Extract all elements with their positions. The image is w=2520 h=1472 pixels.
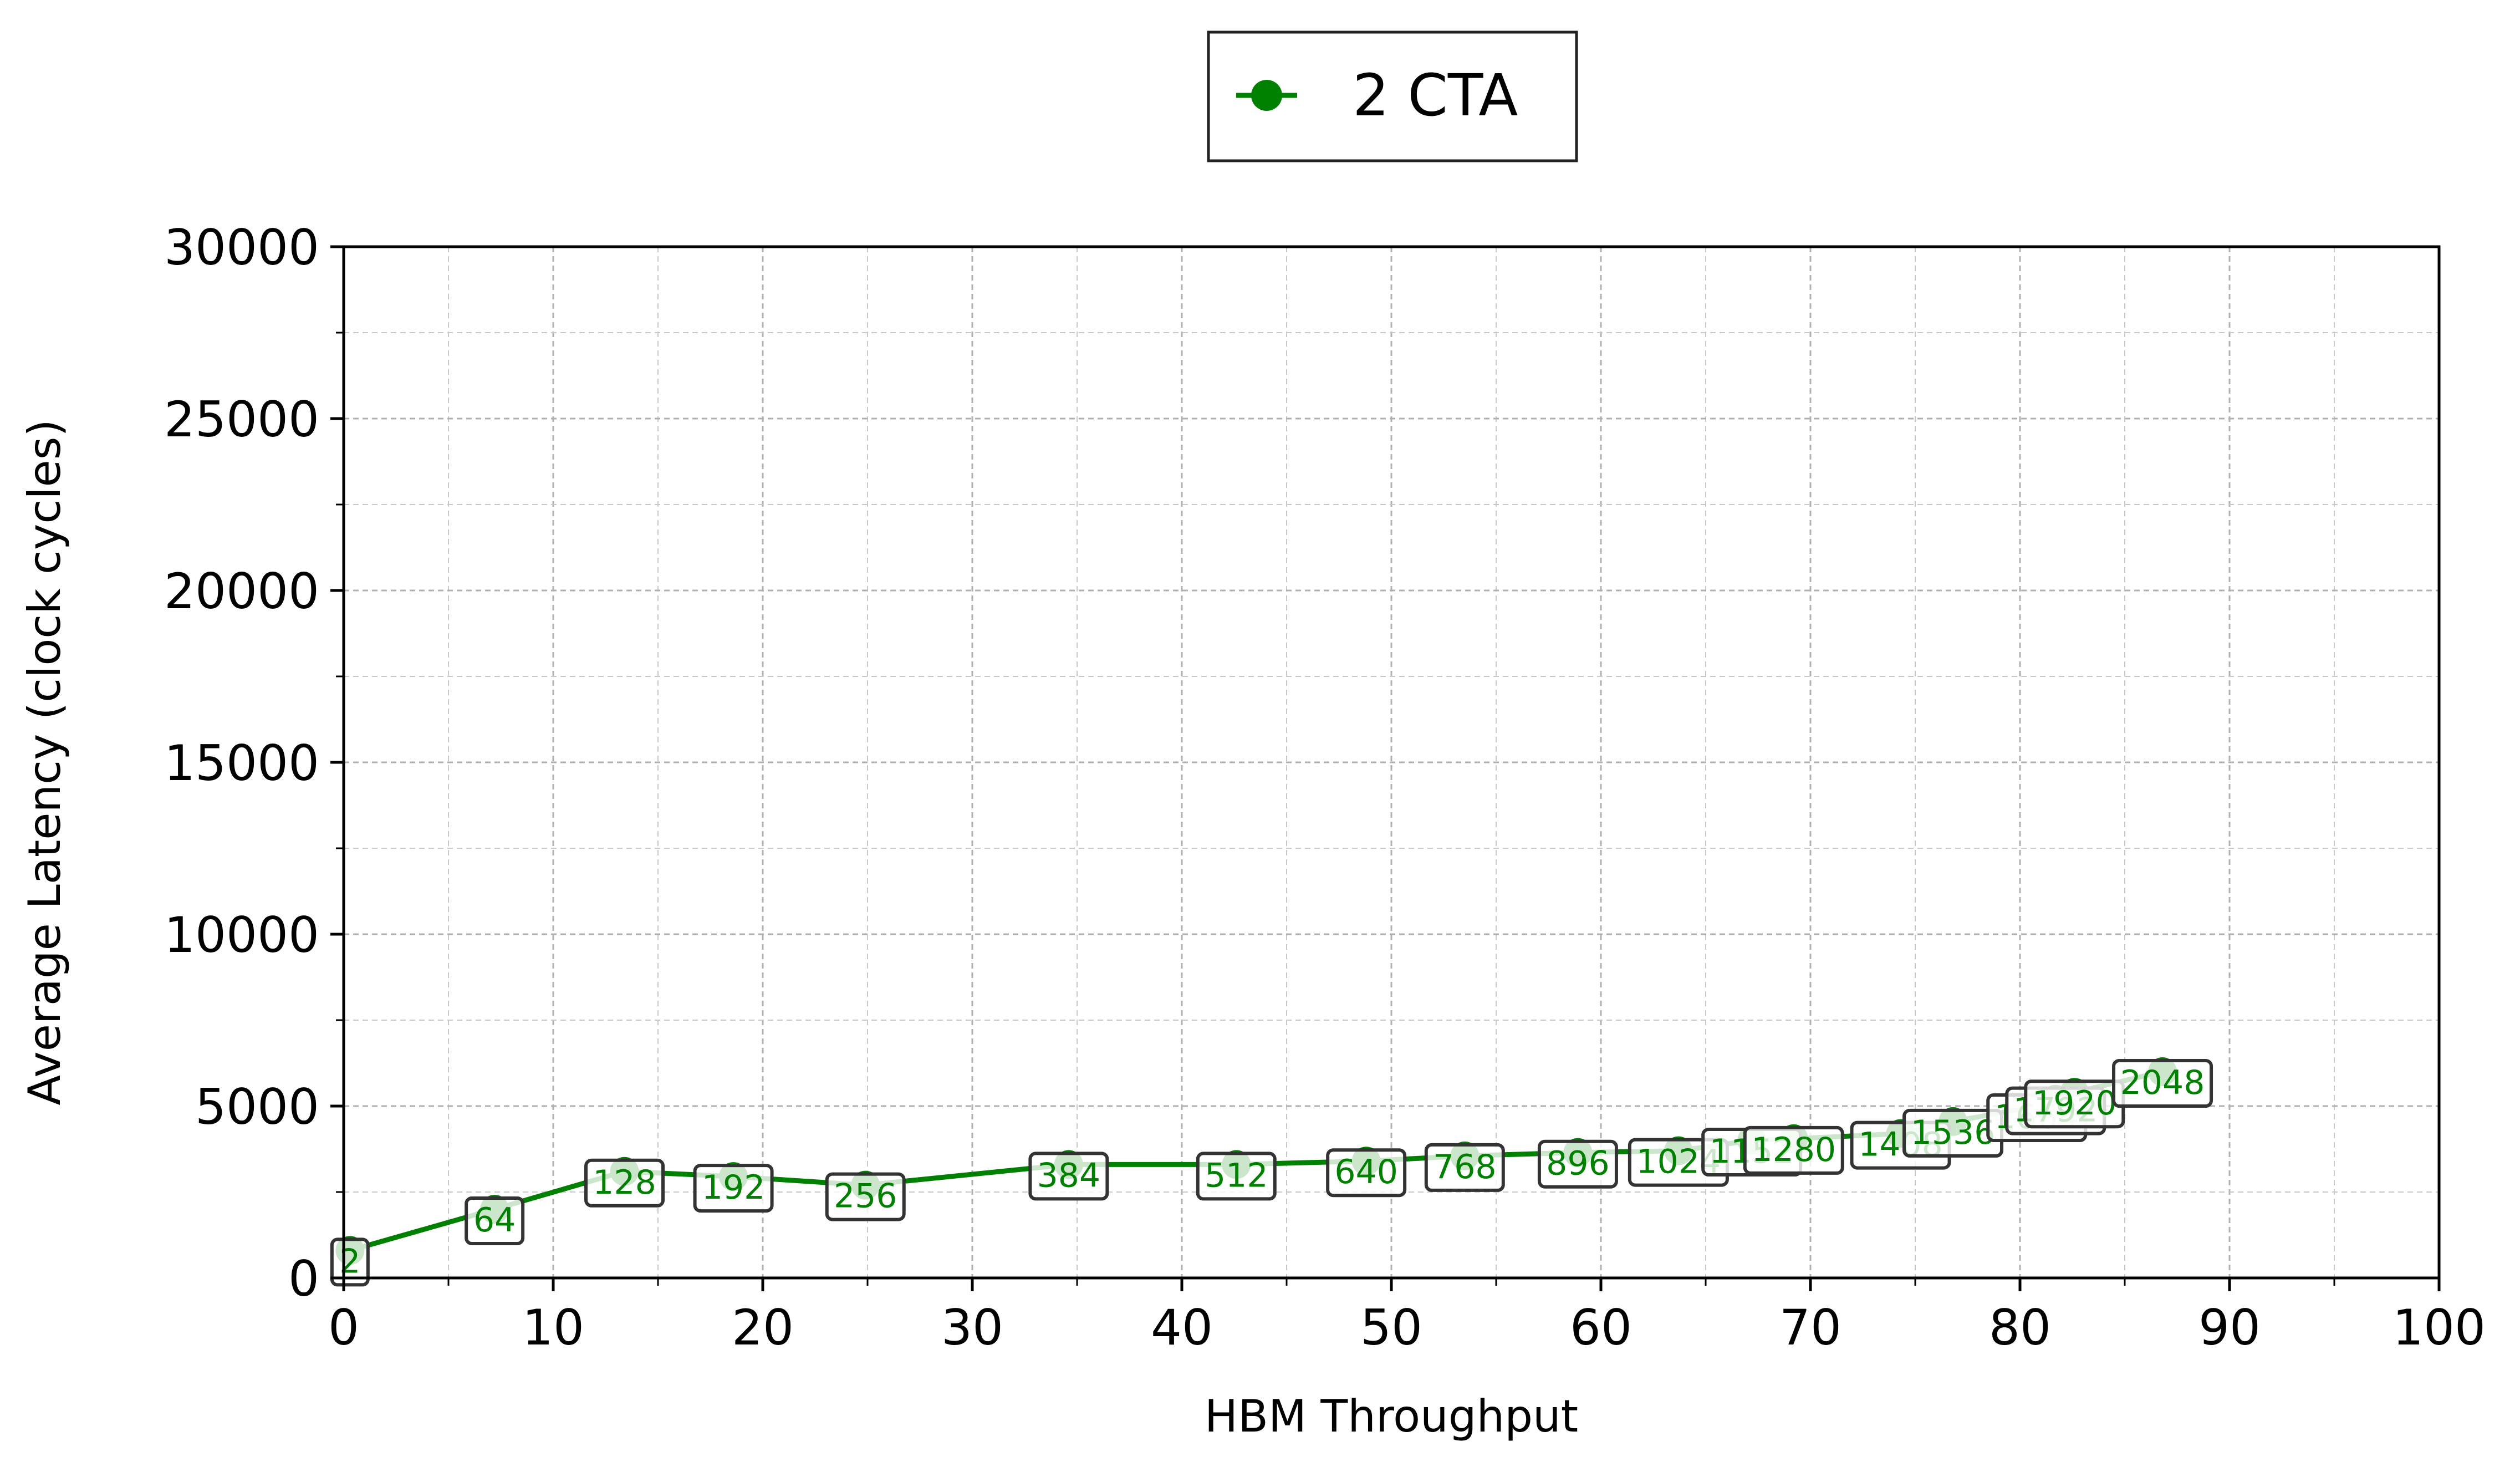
point-label-text: 1920 xyxy=(2032,1084,2117,1123)
x-tick-label: 70 xyxy=(1779,1299,1841,1356)
point-label-text: 192 xyxy=(702,1168,766,1207)
point-label-box xyxy=(1424,1143,1505,1192)
x-tick-label: 50 xyxy=(1360,1299,1422,1356)
point-label-box xyxy=(693,1164,774,1213)
x-tick-label: 80 xyxy=(1989,1299,2051,1356)
y-axis-title: Average Latency (clock cycles) xyxy=(19,419,70,1105)
y-tick-label: 5000 xyxy=(195,1078,319,1135)
legend-entry-label: 2 CTA xyxy=(1353,62,1518,129)
y-tick-label: 30000 xyxy=(164,219,319,276)
point-label: 384 xyxy=(1028,1152,1109,1201)
point-label: 256 xyxy=(825,1172,906,1221)
point-label-box xyxy=(2112,1059,2213,1108)
point-label-box xyxy=(1028,1152,1109,1201)
point-label: 1536 xyxy=(1902,1108,2004,1158)
grid-lines xyxy=(343,246,2440,1279)
point-label-box xyxy=(330,1237,370,1287)
y-tick-label: 25000 xyxy=(164,391,319,448)
point-label: 640 xyxy=(1326,1148,1407,1198)
y-tick-label: 15000 xyxy=(164,735,319,792)
y-tick-label: 20000 xyxy=(164,563,319,620)
x-tick-label: 60 xyxy=(1570,1299,1632,1356)
point-label: 192 xyxy=(693,1164,774,1213)
point-label: 1920 xyxy=(2024,1079,2125,1129)
point-label-box xyxy=(1743,1125,1844,1175)
x-tick-label: 30 xyxy=(941,1299,1003,1356)
point-label: 2048 xyxy=(2112,1059,2213,1108)
legend: 2 CTA xyxy=(1207,30,1578,162)
point-label: 768 xyxy=(1424,1143,1505,1192)
point-label-text: 2048 xyxy=(2120,1063,2205,1102)
axis-ticks: 0 10 20 30 40 50 60 70 80 90 100 0 5000 10000 15000 200… xyxy=(164,219,2486,1356)
y-tick-label: 10000 xyxy=(164,906,319,964)
point-label: 512 xyxy=(1196,1152,1277,1201)
point-label-text: 768 xyxy=(1433,1148,1497,1186)
point-label-text: 1280 xyxy=(1751,1130,1836,1169)
point-label-box xyxy=(584,1158,665,1208)
point-label: 896 xyxy=(1537,1139,1618,1189)
point-label-text: 1536 xyxy=(1911,1113,1996,1152)
point-labels-layer: 2641281922563845126407688961024115212801… xyxy=(330,1059,2213,1287)
point-label-text: 64 xyxy=(473,1201,516,1240)
x-tick-label: 40 xyxy=(1151,1299,1213,1356)
legend-marker xyxy=(1251,80,1282,111)
point-label-box xyxy=(1537,1139,1618,1189)
point-label-box xyxy=(465,1196,525,1245)
point-label: 128 xyxy=(584,1158,665,1208)
x-tick-label: 10 xyxy=(522,1299,584,1356)
x-tick-label: 100 xyxy=(2393,1299,2486,1356)
x-tick-label: 90 xyxy=(2198,1299,2261,1356)
point-label: 64 xyxy=(465,1196,525,1245)
point-label-text: 896 xyxy=(1546,1144,1610,1183)
x-tick-label: 20 xyxy=(732,1299,794,1356)
point-label-text: 512 xyxy=(1205,1156,1268,1195)
point-label-box xyxy=(825,1172,906,1221)
point-label-box xyxy=(1196,1152,1277,1201)
point-label-text: 640 xyxy=(1334,1153,1398,1191)
point-label-text: 256 xyxy=(834,1177,897,1216)
point-label-text: 384 xyxy=(1037,1156,1101,1195)
point-label-text: 128 xyxy=(593,1163,656,1202)
y-tick-label: 0 xyxy=(288,1250,319,1307)
point-label: 1280 xyxy=(1743,1125,1844,1175)
x-axis-title: HBM Throughput xyxy=(1205,1390,1578,1442)
x-tick-label: 0 xyxy=(328,1299,359,1356)
point-label-box xyxy=(1326,1148,1407,1198)
